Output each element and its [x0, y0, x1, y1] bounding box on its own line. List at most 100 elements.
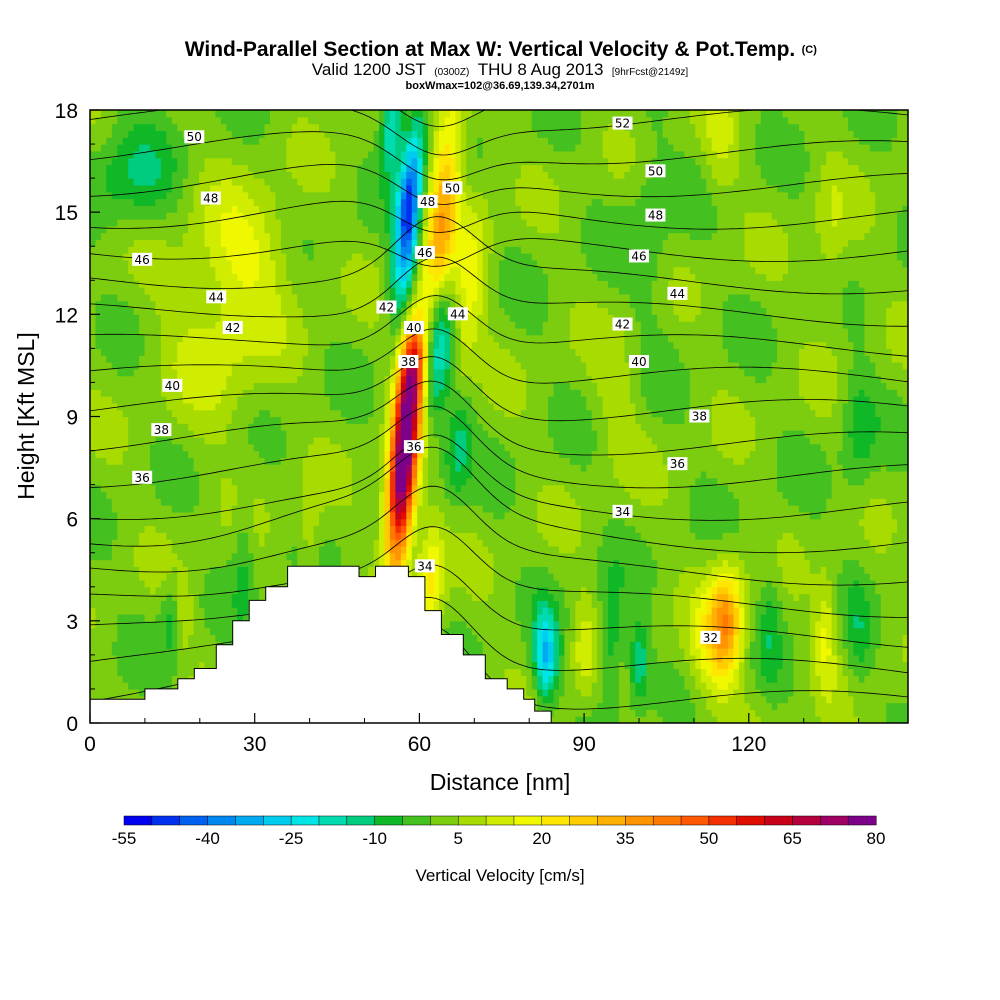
velocity-cell [662, 130, 696, 138]
velocity-cell [635, 314, 658, 322]
velocity-cell [848, 661, 876, 670]
velocity-cell [640, 334, 669, 343]
velocity-cell [624, 341, 642, 349]
velocity-cell [264, 539, 309, 547]
velocity-cell [837, 682, 849, 690]
velocity-cell [526, 675, 533, 683]
velocity-cell [586, 396, 604, 404]
colorbar-swatch [820, 815, 849, 826]
velocity-cell [537, 654, 544, 663]
velocity-cell [177, 164, 189, 172]
velocity-cell [717, 218, 745, 227]
velocity-cell [515, 321, 544, 329]
velocity-cell [668, 334, 724, 343]
velocity-cell [837, 218, 876, 227]
velocity-cell [395, 171, 402, 179]
velocity-cell [886, 341, 908, 349]
velocity-cell [220, 212, 244, 220]
velocity-cell [90, 246, 129, 254]
velocity-cell [428, 477, 446, 486]
velocity-cell [777, 614, 784, 622]
vertical-velocity-field [90, 110, 908, 723]
velocity-cell [831, 184, 838, 193]
velocity-cell [166, 641, 173, 649]
velocity-cell [842, 620, 849, 629]
velocity-cell [389, 321, 402, 329]
colorbar-swatch [151, 815, 181, 826]
velocity-cell [384, 116, 391, 125]
velocity-cell [809, 402, 833, 411]
velocity-cell [629, 675, 636, 683]
velocity-cell [422, 470, 429, 479]
velocity-cell [248, 164, 287, 172]
velocity-cell [417, 430, 424, 438]
velocity-cell [379, 511, 386, 520]
velocity-cell [428, 368, 435, 377]
velocity-cell [422, 259, 429, 268]
velocity-cell [662, 246, 745, 254]
velocity-cell [193, 402, 217, 411]
velocity-cell [111, 130, 129, 138]
velocity-cell [177, 205, 195, 213]
velocity-cell [668, 280, 702, 288]
velocity-cell [351, 470, 380, 479]
velocity-cell [422, 321, 429, 329]
velocity-cell [482, 273, 489, 281]
velocity-cell [820, 164, 860, 172]
velocity-cell [379, 525, 386, 533]
velocity-cell [471, 423, 484, 431]
velocity-cell [869, 450, 908, 458]
velocity-cell [760, 620, 778, 629]
velocity-cell [755, 266, 789, 275]
velocity-cell [428, 552, 440, 561]
velocity-cell [220, 389, 244, 397]
velocity-cell [449, 259, 478, 268]
velocity-cell [417, 232, 424, 241]
velocity-cell [515, 470, 615, 479]
x-tick-label: 0 [84, 733, 96, 756]
velocity-cell [700, 470, 707, 479]
velocity-cell [837, 600, 849, 608]
velocity-cell [90, 355, 107, 363]
velocity-cell [133, 150, 157, 159]
velocity-cell [411, 137, 418, 145]
velocity-cell [406, 171, 418, 179]
velocity-cell [629, 648, 636, 656]
velocity-cell [160, 314, 222, 322]
velocity-cell [782, 654, 795, 663]
velocity-cell [493, 334, 571, 343]
velocity-cell [864, 389, 898, 397]
velocity-cell [875, 368, 908, 377]
contour-label-text: 36 [135, 471, 150, 485]
velocity-cell [106, 184, 173, 193]
velocity-cell [815, 654, 822, 663]
velocity-cell [815, 205, 833, 213]
velocity-cell [597, 545, 653, 554]
velocity-cell [117, 218, 189, 227]
valid-zulu: (0300Z) [434, 67, 469, 78]
velocity-cell [766, 641, 773, 649]
velocity-cell [700, 307, 724, 315]
contour-label-box [645, 164, 666, 178]
velocity-cell [455, 205, 462, 213]
velocity-cell [569, 620, 576, 629]
velocity-cell [864, 654, 876, 663]
velocity-cell [139, 327, 162, 336]
velocity-cell [411, 409, 418, 418]
velocity-cell [897, 518, 908, 527]
velocity-cell [711, 436, 756, 445]
velocity-cell [488, 212, 522, 220]
velocity-cell [662, 716, 696, 723]
velocity-cell [439, 573, 446, 581]
velocity-cell [406, 525, 413, 533]
contour-label: 40 [403, 320, 424, 335]
velocity-cell [297, 300, 347, 309]
velocity-cell [422, 600, 435, 608]
velocity-cell [700, 300, 724, 309]
velocity-cell [379, 314, 391, 322]
velocity-cell [548, 409, 593, 418]
velocity-cell [111, 648, 178, 656]
velocity-cell [548, 620, 555, 629]
velocity-cell [548, 273, 598, 281]
velocity-cell [90, 654, 118, 663]
